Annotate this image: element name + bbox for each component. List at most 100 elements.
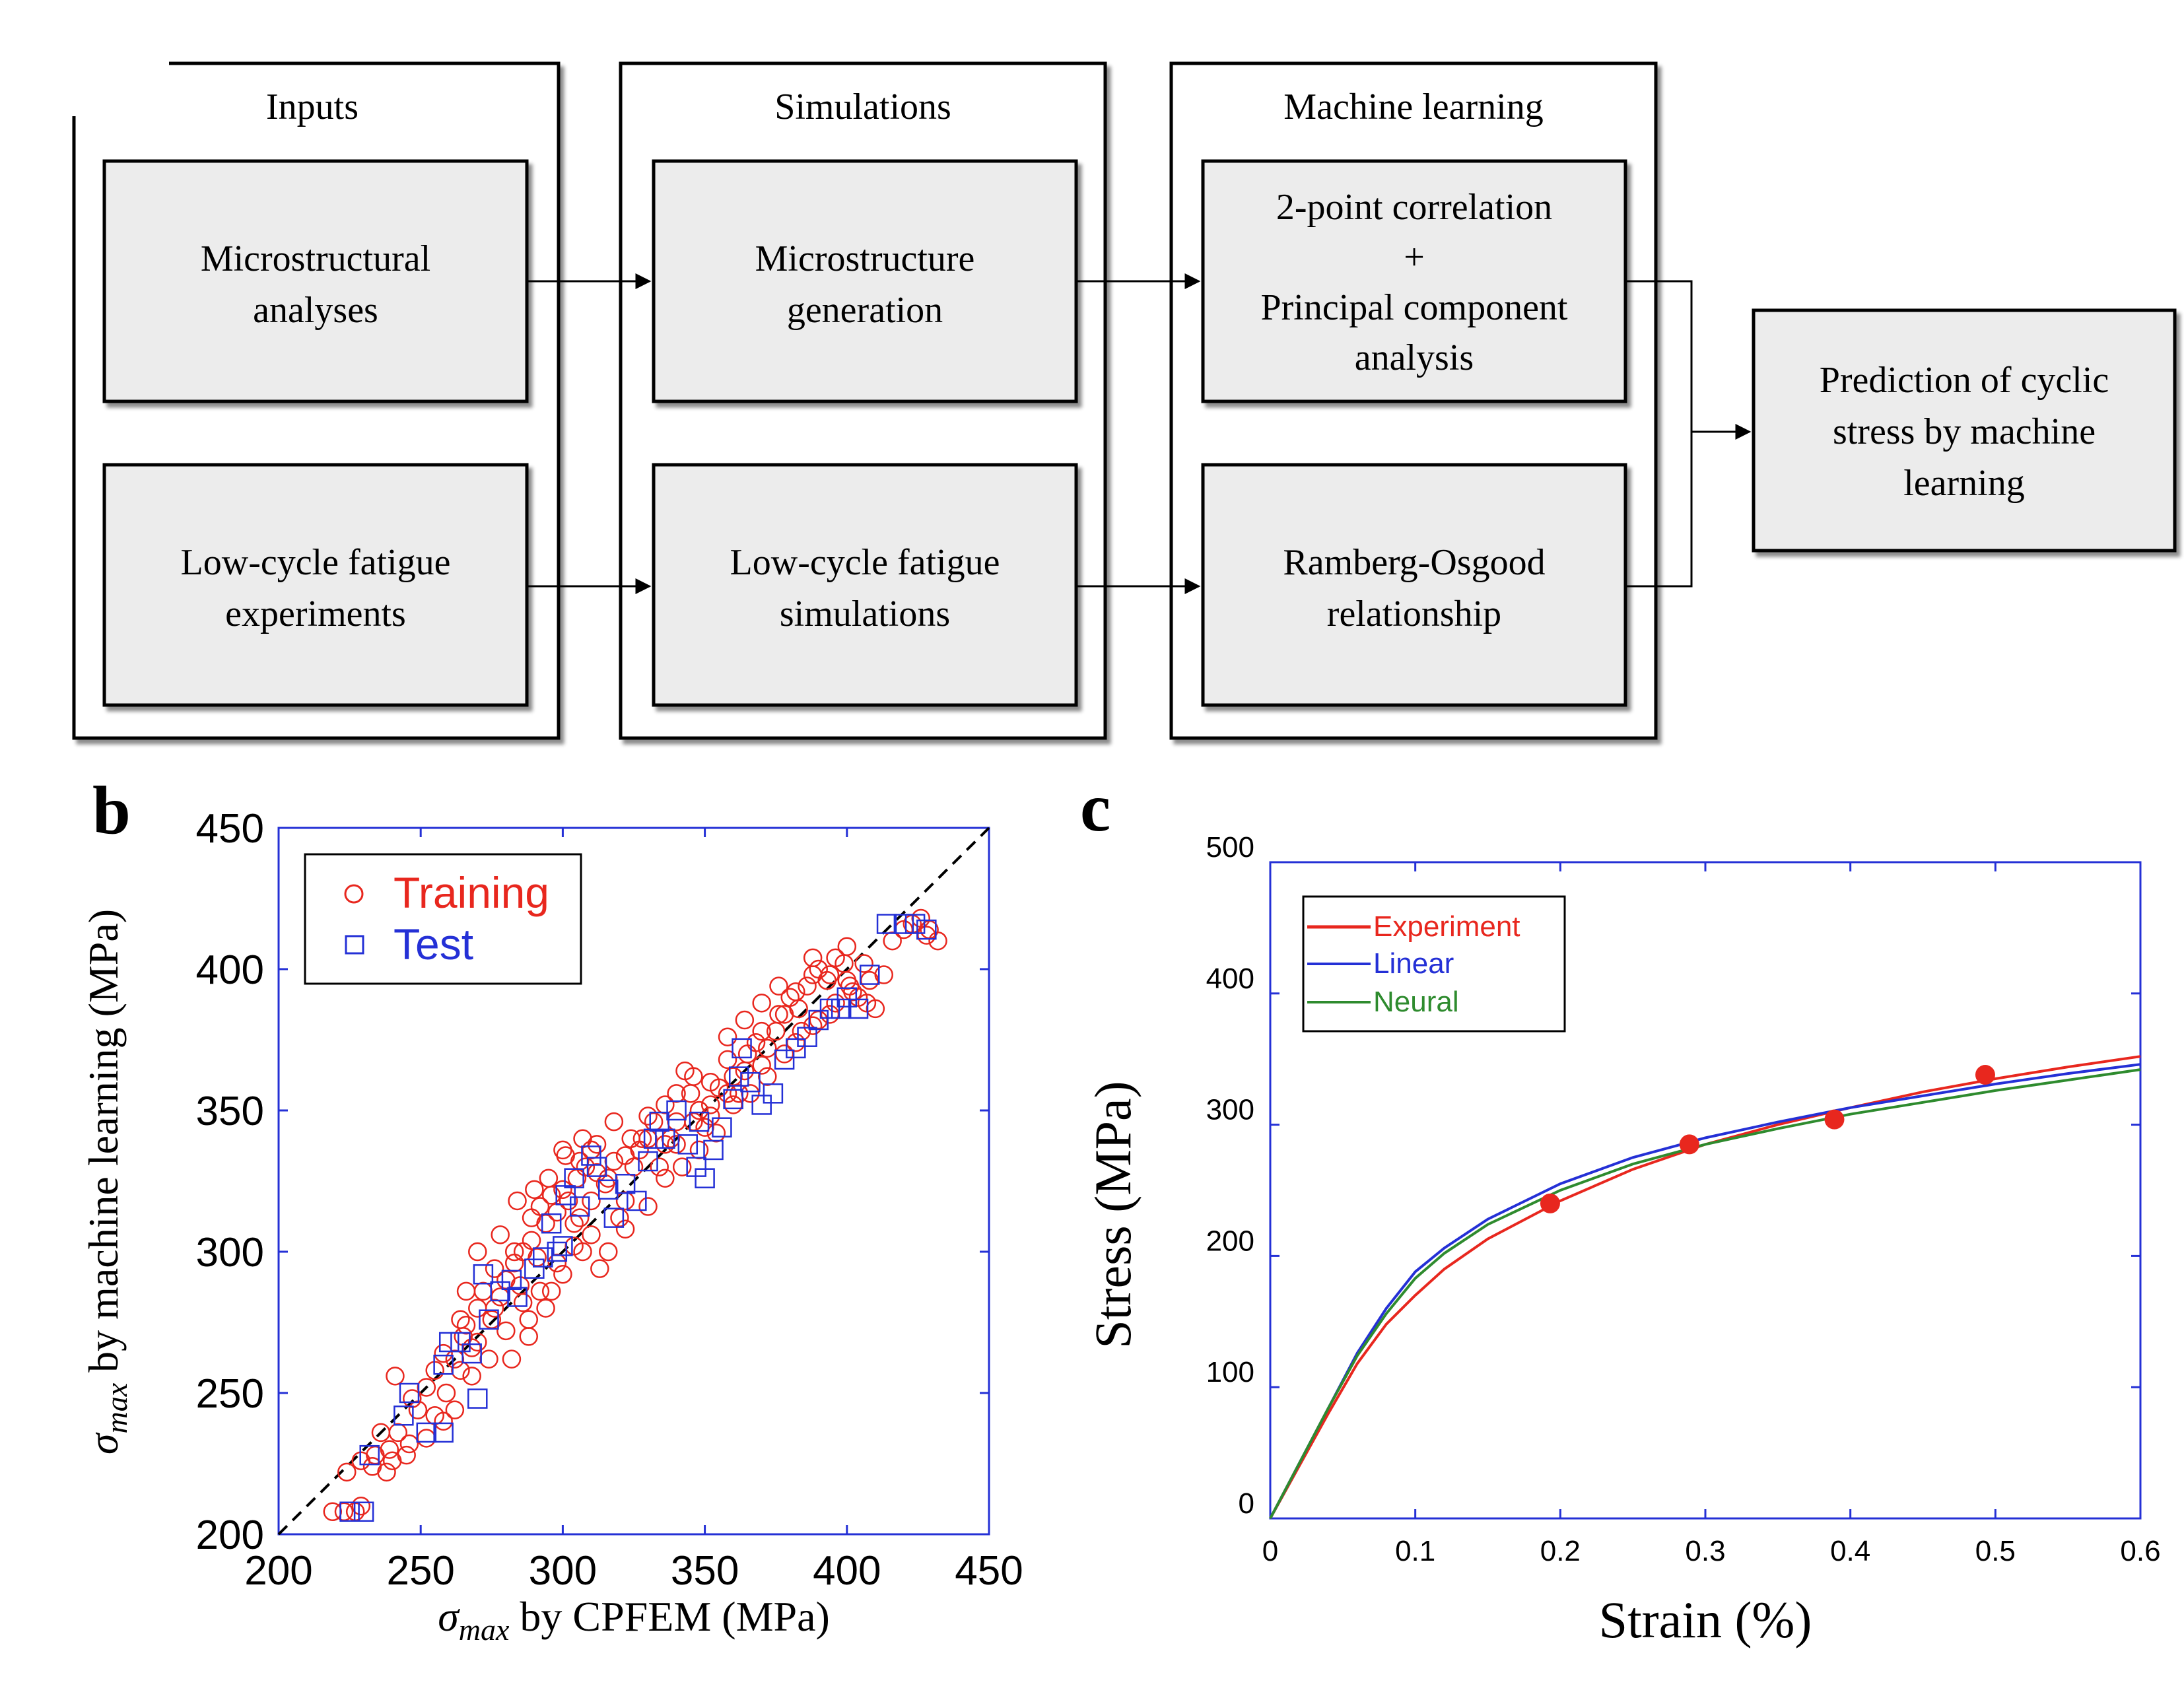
training-point: [752, 1021, 771, 1041]
training-point: [718, 1084, 737, 1103]
test-point: [461, 1343, 482, 1364]
experiment-markers-c: [1540, 1065, 1995, 1213]
legend-label-linear: Linear: [1373, 947, 1454, 980]
training-point: [706, 1123, 726, 1143]
training-point: [547, 1253, 567, 1273]
training-point: [604, 1112, 624, 1132]
training-point: [700, 1072, 720, 1092]
y-axis-title-text: by machine learning (MPa): [80, 909, 127, 1383]
box-text-line: +: [1404, 237, 1425, 278]
box-lcf-simulations: Low-cycle fatigue simulations: [652, 463, 1078, 707]
x-tick-label-b: 250: [386, 1548, 454, 1594]
training-point: [456, 1316, 476, 1335]
training-point: [553, 1264, 572, 1284]
test-point: [723, 1089, 743, 1110]
test-point: [615, 1174, 636, 1194]
x-axis-title-c: Strain (%): [1599, 1591, 1812, 1648]
box-two-point-correlation: 2-point correlation + Principal componen…: [1201, 159, 1627, 403]
box-microstructural-analyses: Microstructural analyses: [102, 159, 529, 403]
training-point: [718, 1050, 737, 1070]
legend-symbol-test: [345, 935, 364, 955]
test-point: [581, 1145, 601, 1166]
training-point: [684, 1067, 703, 1086]
box-prediction-rect: [1752, 308, 2177, 553]
x-axis-title-subscript: max: [459, 1613, 510, 1647]
training-point: [735, 1061, 755, 1081]
test-point: [893, 914, 914, 934]
test-point: [467, 1388, 488, 1409]
training-point: [837, 937, 857, 957]
test-point: [399, 1382, 420, 1404]
box-text-line: generation: [787, 290, 943, 331]
training-point: [615, 1191, 635, 1211]
box-text-line: stress by machine: [1833, 411, 2096, 452]
training-point: [496, 1321, 516, 1341]
x-tick-label-c: 0.5: [1975, 1535, 2016, 1567]
test-point: [797, 1027, 817, 1047]
panel-label-c: c: [1080, 770, 1110, 846]
connector-merge: [1625, 280, 1693, 588]
training-point: [553, 1180, 572, 1200]
test-point: [490, 1281, 510, 1302]
test-point: [831, 998, 852, 1019]
training-point: [462, 1367, 481, 1386]
test-point: [751, 1095, 772, 1115]
legend-box-b: [304, 853, 582, 985]
scatter-points-b: [323, 908, 947, 1522]
y-axis-title-b: σmax by machine learning (MPa): [80, 909, 133, 1454]
y-tick-label-b: 450: [196, 806, 264, 852]
training-point: [656, 1095, 675, 1114]
box-text-line: Prediction of cyclic: [1820, 360, 2109, 401]
test-point: [859, 965, 880, 985]
training-point: [386, 1367, 405, 1386]
x-tick-label-c: 0.6: [2120, 1535, 2160, 1567]
training-point: [843, 982, 862, 1002]
training-point: [650, 1157, 669, 1176]
training-point: [837, 970, 857, 990]
x-axis-title-text: by CPFEM (MPa): [509, 1593, 829, 1640]
training-point: [820, 965, 840, 984]
x-tick-label-b: 300: [529, 1548, 597, 1594]
test-point: [695, 1168, 715, 1188]
training-point: [485, 1259, 504, 1278]
box-text-line: relationship: [1327, 594, 1501, 634]
training-point: [621, 1129, 640, 1149]
training-point: [735, 1010, 755, 1030]
box-text-line: analysis: [1355, 337, 1474, 378]
box-text-line: Low-cycle fatigue: [730, 542, 1000, 583]
x-tick-label-c: 0.1: [1395, 1535, 1435, 1567]
test-point: [598, 1179, 619, 1200]
x-tick-label-c: 0.4: [1830, 1535, 1870, 1567]
panel-c-line-chart: c 0 0.1 0.2 0.3 0.4 0.5 0.6 0 100 200 300 400 500 Ex…: [1080, 770, 2161, 1648]
training-point: [632, 1129, 652, 1149]
test-point: [916, 919, 937, 940]
test-point: [677, 1134, 699, 1155]
training-point: [689, 1140, 709, 1160]
test-point: [547, 1241, 568, 1262]
test-point: [774, 1049, 795, 1070]
x-tick-label-b: 350: [671, 1548, 739, 1594]
y-tick-label-b: 350: [196, 1089, 264, 1134]
group-title-inputs: Inputs: [266, 86, 358, 127]
training-point: [468, 1242, 487, 1262]
series-line-neural: [1269, 1068, 2141, 1519]
training-point: [928, 931, 947, 951]
training-point: [729, 1084, 749, 1103]
box-text-line: experiments: [225, 594, 406, 634]
legend-symbol-training: [344, 884, 364, 904]
training-point: [539, 1169, 559, 1188]
box-text-line: Low-cycle fatigue: [181, 542, 451, 583]
y-tick-label-b: 300: [196, 1230, 264, 1275]
y-axis-title-c: Stress (MPa): [1084, 1081, 1142, 1348]
x-tick-label-c: 0.3: [1685, 1535, 1725, 1567]
panel-a: a Inputs Simulations Machine learning Mi…: [37, 44, 2177, 740]
test-point: [627, 1190, 647, 1211]
training-point: [667, 1084, 686, 1103]
training-point: [590, 1259, 609, 1278]
legend-c: Experiment Linear Neural: [1302, 895, 1566, 1033]
training-point: [700, 1106, 720, 1126]
training-point: [522, 1231, 541, 1250]
box-text-line: Ramberg-Osgood: [1283, 542, 1545, 583]
test-point: [353, 1501, 374, 1522]
training-point: [456, 1281, 476, 1301]
